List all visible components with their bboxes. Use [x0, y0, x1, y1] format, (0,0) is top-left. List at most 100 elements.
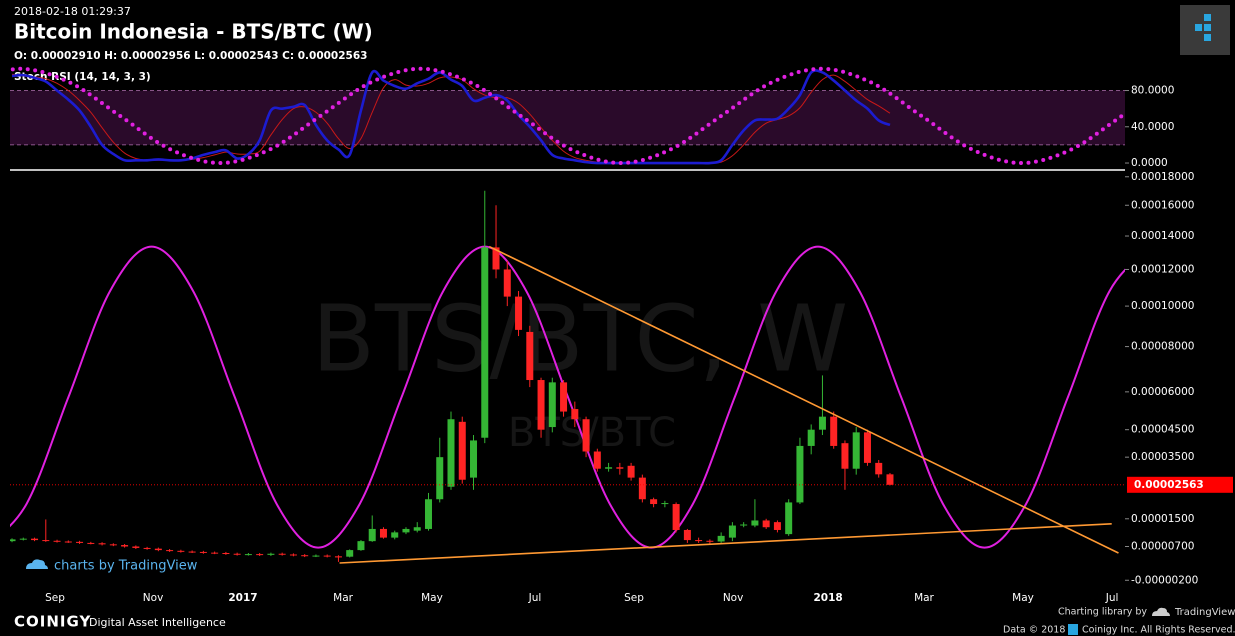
- candle-body: [31, 538, 39, 541]
- candle-body: [233, 553, 241, 555]
- watermark-sub: BTS/BTC: [508, 410, 676, 456]
- candle-body: [492, 247, 500, 270]
- candle-body: [706, 540, 714, 542]
- candle-body: [188, 551, 196, 553]
- candle-body: [267, 553, 275, 555]
- candle-body: [222, 553, 230, 555]
- candle-body: [818, 416, 826, 430]
- candle-body: [76, 541, 84, 543]
- candle-body: [672, 504, 680, 530]
- logo-square: [1204, 24, 1211, 31]
- chart-title: Bitcoin Indonesia - BTS/BTC (W): [14, 20, 373, 44]
- candle-body: [661, 503, 669, 505]
- candle-body: [357, 541, 365, 551]
- candle-body: [289, 554, 297, 556]
- candle-body: [852, 432, 860, 469]
- tagline: Digital Asset Intelligence: [89, 616, 226, 629]
- tv-icon: [1152, 607, 1170, 616]
- candle-body: [391, 532, 399, 538]
- candle-body: [98, 543, 106, 545]
- candle-body: [695, 540, 703, 542]
- cycle-dots: [10, 66, 1125, 166]
- candle-body: [627, 465, 635, 478]
- candle-body: [863, 432, 871, 463]
- y-tick-label: 0.00010000: [1131, 300, 1194, 312]
- candle-body: [638, 477, 646, 500]
- candle-body: [762, 520, 770, 528]
- candle-body: [447, 419, 455, 487]
- timestamp: 2018-02-18 01:29:37: [14, 5, 131, 18]
- y-tick-label: 0.00018000: [1131, 171, 1194, 183]
- candle-body: [109, 544, 117, 546]
- candle-body: [605, 467, 613, 469]
- tv-badge-text: charts by TradingView: [54, 559, 198, 574]
- candle-body: [650, 499, 658, 505]
- candle-body: [717, 535, 725, 542]
- logo-square: [1195, 24, 1202, 31]
- candle-body: [503, 269, 511, 297]
- candle-body: [470, 440, 478, 478]
- candle-body: [886, 474, 894, 485]
- candle-body: [278, 553, 286, 555]
- candle-body: [368, 528, 376, 542]
- last-price-label: 0.00002563: [1134, 479, 1204, 491]
- x-tick-label: 2017: [228, 592, 257, 604]
- trend-line: [339, 523, 1112, 564]
- ohlc-legend: O: 0.00002910 H: 0.00002956 L: 0.0000254…: [14, 50, 367, 62]
- candle-body: [537, 380, 545, 430]
- candle-body: [244, 554, 252, 556]
- candle-body: [166, 550, 174, 552]
- trend-line: [488, 245, 1119, 554]
- x-tick-label: Jul: [1105, 592, 1119, 604]
- candle-body: [875, 462, 883, 475]
- x-tick-label: May: [1012, 592, 1034, 604]
- x-tick-label: Sep: [624, 592, 644, 604]
- candle-body: [301, 555, 309, 557]
- logo-box: [1180, 5, 1230, 55]
- candle-body: [346, 550, 354, 557]
- candle-body: [616, 467, 624, 469]
- candle-body: [256, 554, 264, 556]
- candle-body: [19, 538, 27, 540]
- candle-body: [132, 546, 140, 548]
- candle-body: [560, 382, 568, 412]
- candle-body: [593, 451, 601, 469]
- y-tick-label: 0.00004500: [1131, 424, 1194, 436]
- candle-body: [582, 419, 590, 452]
- candle-body: [379, 528, 387, 538]
- candle-body: [177, 550, 185, 552]
- y-tick-label: 0.00006000: [1131, 386, 1194, 398]
- candle-body: [841, 443, 849, 469]
- tv-badge: charts by TradingView: [26, 559, 198, 574]
- copyright: Data © 2018: [1003, 625, 1065, 636]
- candle-body: [334, 556, 342, 558]
- y-tick-label: 0.00008000: [1131, 341, 1194, 353]
- candle-body: [740, 524, 748, 526]
- candle-body: [87, 542, 95, 544]
- candle-body: [436, 457, 444, 500]
- y-tick-label: 0.00014000: [1131, 230, 1194, 242]
- candle-body: [548, 382, 556, 428]
- last-price-box: [1127, 476, 1233, 493]
- y-tick-label: 80.0000: [1131, 85, 1174, 97]
- y-tick-label: 0.00016000: [1131, 199, 1194, 211]
- candle-body: [785, 502, 793, 535]
- candle-body: [751, 520, 759, 526]
- y-tick-label: 40.0000: [1131, 121, 1174, 133]
- candle-body: [807, 429, 815, 446]
- band-fill: [10, 90, 1125, 145]
- candle-body: [154, 548, 162, 551]
- x-tick-label: Sep: [45, 592, 65, 604]
- y-tick-label: 0.00012000: [1131, 263, 1194, 275]
- candle-body: [42, 540, 50, 542]
- logo-square: [1204, 14, 1211, 21]
- library-name: TradingView: [1174, 607, 1235, 618]
- candle-body: [10, 539, 16, 542]
- x-tick-label: Nov: [143, 592, 164, 604]
- x-tick-label: May: [421, 592, 443, 604]
- candle-body: [481, 247, 489, 438]
- y-tick-label: 0.00003500: [1131, 451, 1194, 463]
- y-tick-label: 0.00000700: [1131, 540, 1194, 552]
